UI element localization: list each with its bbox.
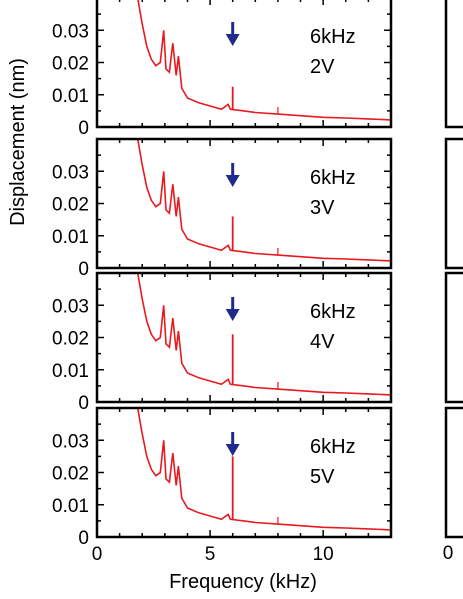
y-tick-label-1-1: 0.01: [52, 86, 89, 107]
right-panel-3-edge: [444, 271, 463, 404]
x-tick-label-2: 10: [313, 544, 334, 565]
freq-label-2: 6kHz: [310, 167, 356, 189]
y-tick-label-3-0: 0: [78, 393, 89, 414]
panel-1: 0 0.01 0.02 0.03 6kHz 2V: [52, 0, 393, 139]
y-tick-label-1-2: 0.02: [52, 54, 89, 75]
volt-label-1: 2V: [310, 56, 335, 78]
panel-frame-4: [95, 406, 393, 539]
volt-label-3: 4V: [310, 331, 335, 353]
y-tick-label-2-1: 0.01: [52, 227, 89, 248]
y-tick-label-1-3: 0.03: [52, 21, 89, 42]
panel-frame-3: [95, 271, 393, 404]
x-tick-labels: 0 5 10: [92, 544, 334, 565]
spectrum-line-4: [136, 408, 391, 531]
arrow-head-3: [225, 309, 240, 321]
arrow-head-4: [225, 444, 240, 456]
y-tick-label-3-2: 0.02: [52, 329, 89, 350]
right-panel-1-edge: [444, 0, 463, 129]
right-panel-2-edge: [444, 137, 463, 270]
y-tick-label-2-3: 0.03: [52, 162, 89, 183]
y-tick-label-4-3: 0.03: [52, 431, 89, 452]
spectrum-line-3: [136, 273, 391, 396]
y-tick-label-1-0: 0: [78, 118, 89, 139]
panel-2: 0 0.01 0.02 0.03 6kHz 3V: [52, 137, 393, 280]
x-tick-label-0: 0: [92, 544, 103, 565]
y-tick-label-4-2: 0.02: [52, 464, 89, 485]
spectrum-line-2: [136, 139, 391, 262]
panel-4: 0 0.01 0.02 0.03 6kHz 5V: [52, 406, 393, 549]
volt-label-2: 3V: [310, 197, 335, 219]
freq-label-1: 6kHz: [310, 26, 356, 48]
panel-frame-1: [95, 0, 393, 129]
x-axis-title: Frequency (kHz): [169, 571, 317, 593]
y-tick-label-2-2: 0.02: [52, 195, 89, 216]
arrow-head-2: [225, 175, 240, 187]
freq-label-3: 6kHz: [310, 301, 356, 323]
panel-3: 0 0.01 0.02 0.03 6kHz 4V: [52, 271, 393, 414]
arrow-head-1: [225, 34, 240, 46]
panel-frame-2: [95, 137, 393, 270]
y-tick-label-3-1: 0.01: [52, 361, 89, 382]
y-tick-label-4-0: 0: [78, 528, 89, 549]
right-panel-4-edge: [444, 406, 463, 539]
freq-label-4: 6kHz: [310, 436, 356, 458]
y-tick-label-4-1: 0.01: [52, 496, 89, 517]
x-tick-label-1: 5: [205, 544, 216, 565]
y-axis-title: Displacement (nm): [7, 58, 29, 226]
y-tick-label-2-0: 0: [78, 259, 89, 280]
y-tick-label-3-3: 0.03: [52, 296, 89, 317]
spectrum-line-1: [137, 0, 391, 121]
right-column-edge: 0: [443, 0, 463, 564]
volt-label-4: 5V: [310, 466, 335, 488]
right-x-tick-label-0: 0: [443, 543, 454, 564]
